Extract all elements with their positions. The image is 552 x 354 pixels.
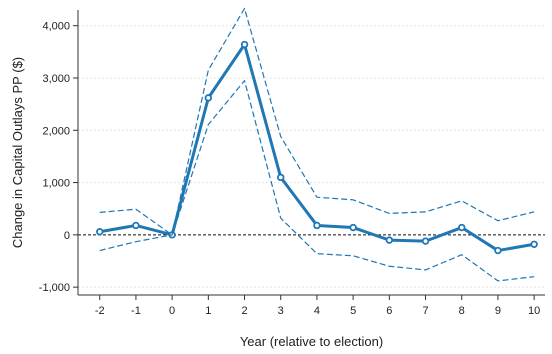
estimate-point <box>385 236 394 244</box>
x-tick-label: -2 <box>95 305 105 317</box>
y-tick-label: 4,000 <box>42 21 70 33</box>
estimate-point <box>530 240 538 248</box>
estimate-line <box>99 43 535 253</box>
y-axis-label: Change in Capital Outlays PP ($) <box>10 57 25 248</box>
estimate-point <box>96 228 104 236</box>
y-tick-label: 2,000 <box>42 125 70 137</box>
y-tick-label: 3,000 <box>42 73 70 85</box>
x-tick-label: -1 <box>131 305 141 317</box>
upper-ci-line <box>99 7 535 236</box>
lower-ci-line <box>99 79 535 282</box>
x-tick-label: 4 <box>314 305 320 317</box>
estimate-point <box>204 94 213 102</box>
estimate-point <box>240 40 249 49</box>
x-tick-label: 8 <box>459 305 465 317</box>
estimate-point <box>494 246 502 255</box>
x-tick-label: 6 <box>386 305 392 317</box>
estimate-point <box>421 237 430 245</box>
estimate-point <box>458 223 466 232</box>
x-tick-label: 1 <box>205 305 211 317</box>
y-tick-label: 1,000 <box>42 178 70 190</box>
x-axis-label: Year (relative to election) <box>240 334 383 349</box>
x-tick-label: 0 <box>169 305 175 317</box>
estimate-point <box>132 221 140 230</box>
y-tick-label: 0 <box>64 230 70 242</box>
estimate-point <box>349 223 357 232</box>
estimate-point <box>313 221 321 230</box>
x-tick-label: 7 <box>422 305 428 317</box>
estimate-point <box>277 173 285 182</box>
series-group <box>96 7 538 282</box>
x-tick-label: 10 <box>528 305 540 317</box>
axes: -1,000 0 1,000 2,000 3,000 4,000 -2 -1 0 1 2 3 4 5 6 7 8… <box>39 10 545 317</box>
labels: Year (relative to election) Change in Ca… <box>10 57 383 349</box>
grid <box>78 25 545 288</box>
x-tick-label: 9 <box>495 305 501 317</box>
x-tick-label: 3 <box>278 305 284 317</box>
x-tick-label: 2 <box>241 305 247 317</box>
x-tick-label: 5 <box>350 305 356 317</box>
y-tick-label: -1,000 <box>39 282 70 294</box>
